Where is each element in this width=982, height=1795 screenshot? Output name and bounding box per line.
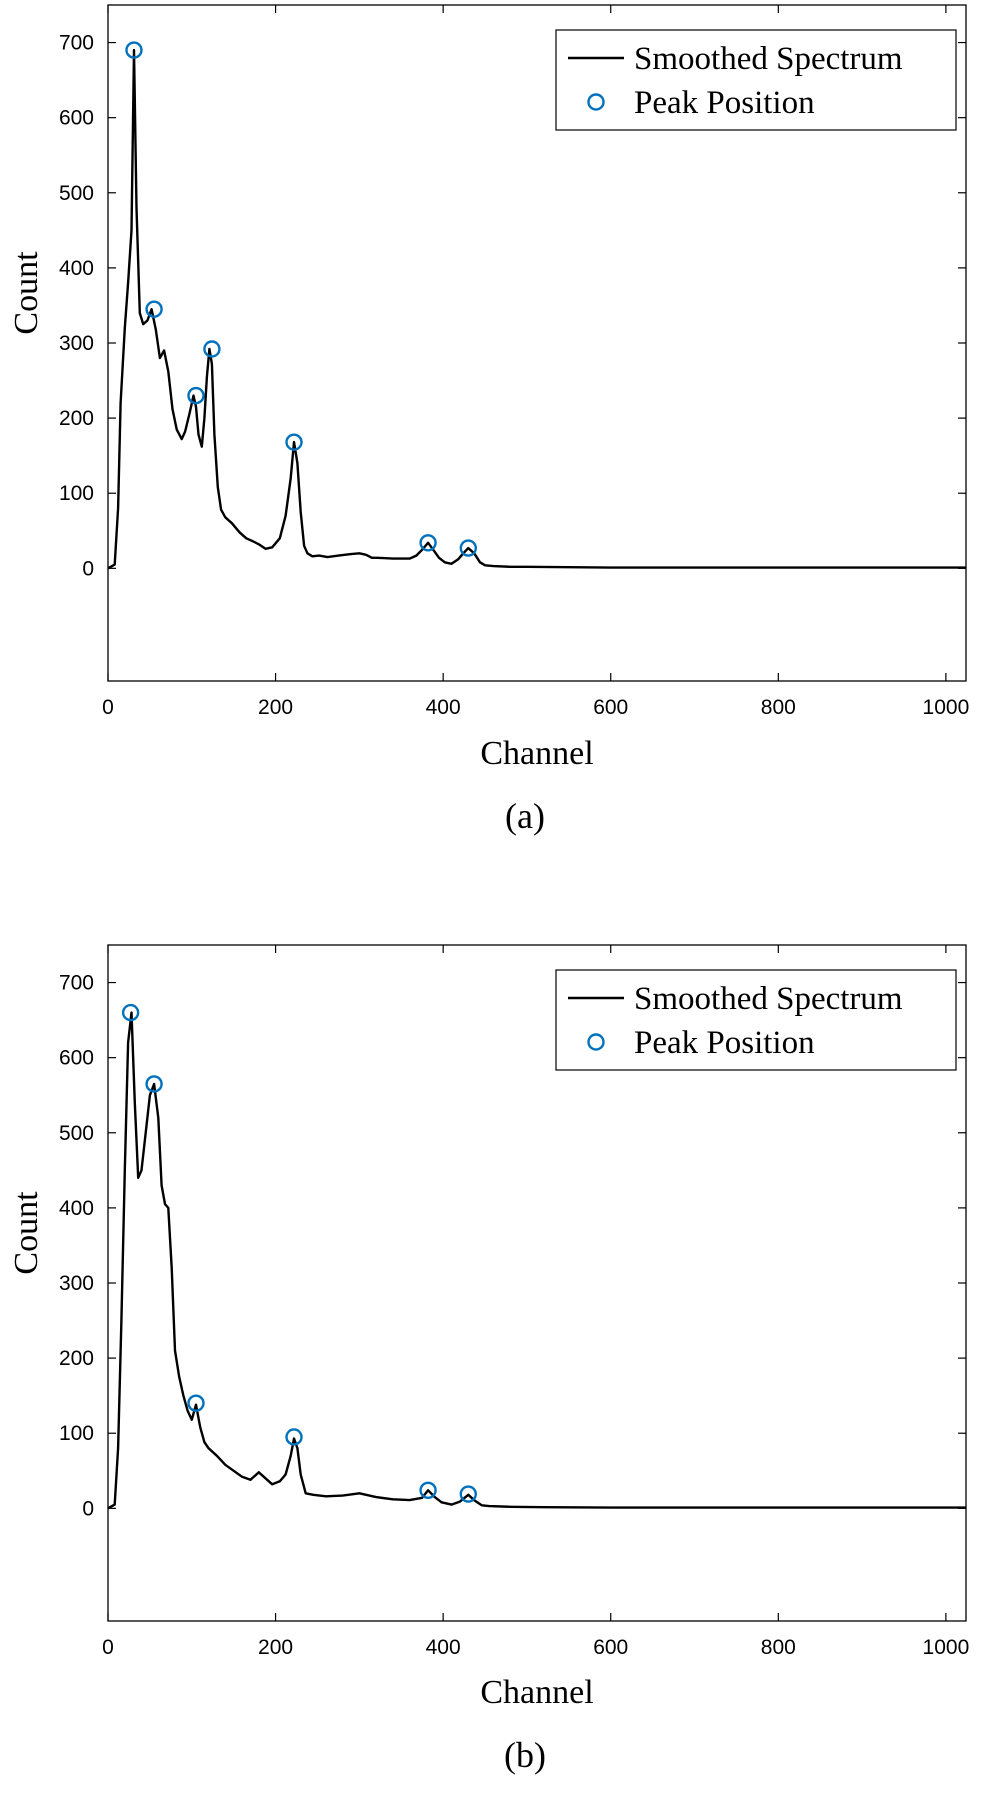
- y-axis-title: Count: [8, 1191, 45, 1275]
- peak-marker: [459, 1485, 477, 1503]
- series-line-smoothed-spectrum: [107, 1011, 966, 1510]
- x-tick-label: 600: [593, 1636, 628, 1659]
- legend-marker-swatch: [587, 1033, 605, 1051]
- legend-box: [555, 969, 957, 1071]
- y-tick-label: 300: [59, 332, 94, 355]
- y-tick-label: 100: [59, 482, 94, 505]
- legend-label: Peak Position: [634, 85, 815, 121]
- peak-marker: [187, 386, 205, 405]
- legend-label: Peak Position: [634, 1025, 815, 1061]
- x-tick-label: 800: [761, 1636, 796, 1659]
- y-tick-label: 300: [59, 1272, 94, 1295]
- peak-marker: [187, 1394, 205, 1412]
- legend-label: Smoothed Spectrum: [634, 981, 903, 1017]
- x-tick-label: 600: [593, 696, 628, 719]
- y-axis-title: Count: [8, 251, 45, 335]
- y-tick-label: 400: [59, 1197, 94, 1220]
- peak-marker: [459, 539, 477, 557]
- x-tick-label: 200: [258, 696, 293, 719]
- legend-marker-swatch: [587, 93, 605, 111]
- peak-marker: [125, 41, 143, 59]
- y-tick-label: 500: [59, 182, 94, 205]
- panel-label: (a): [505, 796, 545, 836]
- legend-box: [555, 29, 957, 131]
- series-line-smoothed-spectrum: [107, 48, 966, 570]
- x-axis-title: Channel: [480, 735, 593, 772]
- x-tick-label: 400: [426, 696, 461, 719]
- y-tick-label: 600: [59, 1047, 94, 1070]
- peak-marker: [419, 1481, 437, 1500]
- peak-marker: [419, 534, 437, 552]
- peak-marker: [145, 300, 163, 318]
- peak-marker: [285, 433, 303, 451]
- x-axis-title: Channel: [480, 1674, 593, 1711]
- peak-marker: [145, 1075, 163, 1093]
- y-tick-label: 500: [59, 1122, 94, 1145]
- y-tick-label: 200: [59, 407, 94, 430]
- x-tick-label: 1000: [923, 696, 970, 719]
- y-tick-label: 0: [82, 557, 94, 580]
- y-tick-label: 400: [59, 257, 94, 280]
- y-tick-label: 100: [59, 1422, 94, 1445]
- y-tick-label: 700: [59, 972, 94, 995]
- y-tick-label: 600: [59, 107, 94, 130]
- chart-panel-1: 0 200 400 600 800 1000 0 100 200 300 400 500 600 700 C…: [8, 4, 970, 836]
- legend-label: Smoothed Spectrum: [634, 41, 903, 77]
- x-tick-label: 200: [258, 1636, 293, 1659]
- panel-label: (b): [504, 1735, 546, 1775]
- x-tick-label: 800: [761, 696, 796, 719]
- x-tick-label: 1000: [923, 1636, 970, 1659]
- y-tick-label: 700: [59, 32, 94, 55]
- x-tick-label: 0: [102, 1636, 114, 1659]
- x-tick-label: 0: [102, 696, 114, 719]
- y-tick-label: 0: [82, 1497, 94, 1520]
- peak-marker: [121, 1003, 140, 1022]
- peak-marker: [285, 1428, 303, 1446]
- peak-marker: [203, 340, 221, 358]
- x-tick-label: 400: [426, 1636, 461, 1659]
- y-tick-label: 200: [59, 1347, 94, 1370]
- chart-panel-2: 0 200 400 600 800 1000 0 100 200 300 400 500 600 700 C…: [8, 944, 970, 1775]
